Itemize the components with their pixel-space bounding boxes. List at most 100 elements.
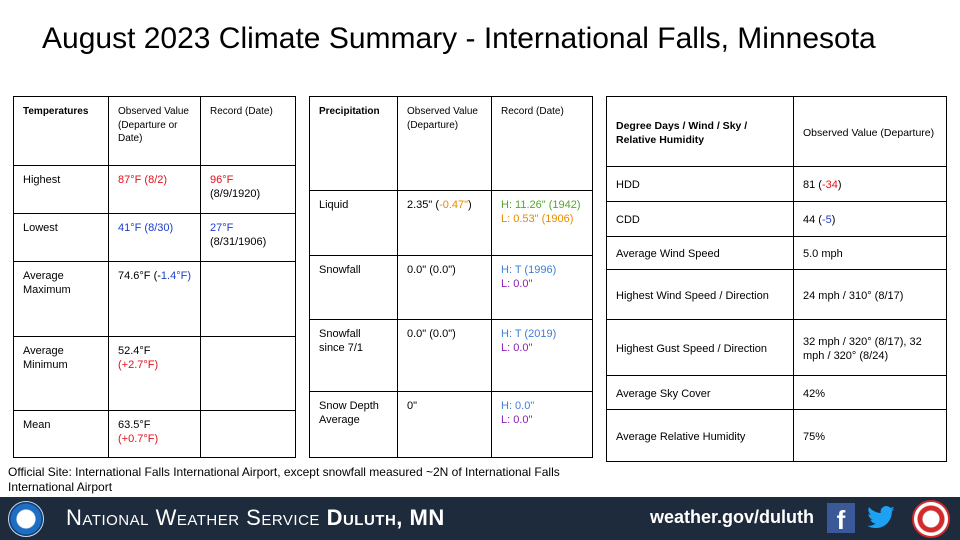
office-location: Duluth, MN [326, 505, 445, 530]
departure-text: (+0.7°F) [118, 432, 159, 445]
twitter-bird-icon [867, 506, 895, 529]
footer-banner: National Weather Service Duluth, MN weat… [0, 497, 960, 540]
column-header: Observed Value (Departure or Date) [108, 96, 201, 166]
row-label: HDD [606, 166, 794, 202]
observed-text: 41°F (8/30) [118, 222, 174, 234]
table-row: Snow Depth Average 0" H: 0.0" L: 0.0" [309, 391, 593, 458]
observed-text: 63.5°F [118, 419, 151, 431]
observed-value: 41°F (8/30) [108, 213, 201, 262]
table-header-row: Precipitation Observed Value (Departure)… [309, 96, 593, 191]
noaa-logo-icon[interactable] [8, 501, 44, 537]
observed-value: 74.6°F (-1.4°F) [108, 261, 201, 337]
departure-text: 1.4°F) [160, 270, 191, 282]
row-label: Average Sky Cover [606, 375, 794, 410]
departure-text: -34 [821, 179, 838, 192]
table-row: Mean 63.5°F (+0.7°F) [13, 410, 296, 458]
row-label: Lowest [13, 213, 109, 262]
table-row: Snowfall since 7/1 0.0" (0.0") H: T (201… [309, 319, 593, 392]
row-label: CDD [606, 201, 794, 237]
record-high: H: T (2019) [501, 328, 557, 340]
table-row: Average Wind Speed 5.0 mph [606, 236, 947, 270]
office-name: National Weather Service Duluth, MN [66, 504, 445, 532]
row-label: Snowfall [309, 255, 398, 320]
column-header: Precipitation [309, 96, 398, 191]
observed-value: 75% [793, 409, 947, 462]
record-date: (8/9/1920) [210, 187, 261, 200]
record-low: L: 0.0" [501, 277, 533, 290]
row-label: Average Maximum [13, 261, 109, 337]
observed-value: 81 (-34) [793, 166, 947, 202]
row-label: Snowfall since 7/1 [309, 319, 398, 392]
observed-text: 81 ( [803, 179, 822, 192]
row-label: Highest [13, 165, 109, 214]
website-link[interactable]: weather.gov/duluth [650, 507, 815, 527]
table-row: Liquid 2.35" (-0.47") H: 11.26" (1942) L:… [309, 190, 593, 256]
facebook-icon[interactable]: f [827, 503, 855, 535]
row-label: Average Wind Speed [606, 236, 794, 270]
observed-value: 2.35" (-0.47") [397, 190, 492, 256]
table-row: Highest Gust Speed / Direction 32 mph / … [606, 319, 947, 376]
record-low: L: 0.0" [501, 413, 533, 426]
site-note: Official Site: International Falls Inter… [8, 465, 560, 494]
table-row: Average Minimum 52.4°F (+2.7°F) [13, 336, 296, 411]
row-label: Snow Depth Average [309, 391, 398, 458]
row-label: Mean [13, 410, 109, 458]
record-high: H: 0.0" [501, 400, 535, 412]
column-header: Record (Date) [200, 96, 296, 166]
table-row: Average Relative Humidity 75% [606, 409, 947, 462]
observed-text: 52.4°F [118, 345, 151, 357]
observed-text: 74.6°F (- [118, 270, 161, 282]
row-label: Average Minimum [13, 336, 109, 411]
observed-value: 44 (-5) [793, 201, 947, 237]
record-text: 27°F [210, 222, 234, 234]
temperatures-table: Temperatures Observed Value (Departure o… [13, 96, 296, 458]
row-label: Highest Gust Speed / Direction [606, 319, 794, 376]
departure-text: -5 [821, 214, 832, 227]
row-label: Liquid [309, 190, 398, 256]
record-low: L: 0.53" (1906) [501, 212, 574, 225]
table-row: Snowfall 0.0" (0.0") H: T (1996) L: 0.0" [309, 255, 593, 320]
page-title: August 2023 Climate Summary - Internatio… [42, 22, 876, 55]
observed-value: 87°F (8/2) [108, 165, 201, 214]
observed-text-close: ) [831, 214, 836, 227]
departure-text: (+2.7°F) [118, 358, 159, 371]
table-row: Average Sky Cover 42% [606, 375, 947, 410]
departure-text: -0.47" [439, 199, 469, 211]
observed-text-close: ) [837, 179, 842, 192]
twitter-icon[interactable] [866, 503, 896, 533]
observed-value: 42% [793, 375, 947, 410]
record-value: H: T (2019) L: 0.0" [491, 319, 593, 392]
column-header: Observed Value (Departure) [793, 96, 947, 167]
column-header: Degree Days / Wind / Sky / Relative Humi… [606, 96, 794, 167]
table-header-row: Degree Days / Wind / Sky / Relative Humi… [606, 96, 947, 167]
observed-value: 0" [397, 391, 492, 458]
record-value: H: 11.26" (1942) L: 0.53" (1906) [491, 190, 593, 256]
column-header: Record (Date) [491, 96, 593, 191]
column-header: Temperatures [13, 96, 109, 166]
record-value: H: 0.0" L: 0.0" [491, 391, 593, 458]
table-row: HDD 81 (-34) [606, 166, 947, 202]
record-low: L: 0.0" [501, 341, 533, 354]
table-header-row: Temperatures Observed Value (Departure o… [13, 96, 296, 166]
record-value: 96°F (8/9/1920) [200, 165, 296, 214]
observed-text-close: ) [468, 199, 472, 211]
table-row: Average Maximum 74.6°F (-1.4°F) [13, 261, 296, 337]
observed-text: 87°F (8/2) [118, 174, 168, 186]
observed-value: 5.0 mph [793, 236, 947, 270]
nws-logo-icon[interactable] [912, 500, 950, 538]
observed-value: 24 mph / 310° (8/17) [793, 269, 947, 320]
record-text: 96°F [210, 174, 234, 186]
table-row: Highest Wind Speed / Direction 24 mph / … [606, 269, 947, 320]
record-value [200, 410, 296, 458]
record-date: (8/31/1906) [210, 235, 267, 248]
record-value [200, 336, 296, 411]
observed-value: 0.0" (0.0") [397, 255, 492, 320]
observed-value: 32 mph / 320° (8/17), 32 mph / 320° (8/2… [793, 319, 947, 376]
column-header: Observed Value (Departure) [397, 96, 492, 191]
row-label: Average Relative Humidity [606, 409, 794, 462]
table-row: Lowest 41°F (8/30) 27°F (8/31/1906) [13, 213, 296, 262]
observed-value: 0.0" (0.0") [397, 319, 492, 392]
precipitation-table: Precipitation Observed Value (Departure)… [309, 96, 593, 458]
record-value [200, 261, 296, 337]
record-high: H: T (1996) [501, 264, 557, 276]
